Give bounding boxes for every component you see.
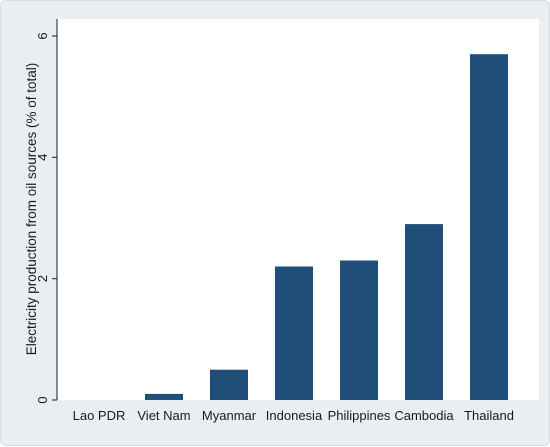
y-tick-label: 4 [35, 154, 50, 161]
x-tick-label: Viet Nam [137, 408, 190, 423]
x-tick-label: Cambodia [394, 408, 454, 423]
y-tick-label: 6 [35, 32, 50, 39]
bars-group [145, 54, 508, 400]
x-tick-label: Indonesia [266, 408, 323, 423]
bar-myanmar [210, 369, 248, 400]
bar-philippines [340, 260, 378, 400]
bar-indonesia [275, 266, 313, 400]
y-axis-title: Electricity production from oil sources … [24, 63, 39, 356]
x-tick-label: Myanmar [202, 408, 257, 423]
bar-thailand [470, 54, 508, 400]
y-tick-label: 0 [35, 396, 50, 403]
x-tick-label: Lao PDR [73, 408, 126, 423]
bar-viet-nam [145, 393, 183, 400]
x-tick-label: Thailand [464, 408, 514, 423]
bar-cambodia [405, 224, 443, 400]
x-tick-label: Philippines [328, 408, 391, 423]
y-axis-ticks: 0 2 4 6 [35, 32, 57, 404]
y-tick-label: 2 [35, 275, 50, 282]
x-axis-labels: Lao PDR Viet Nam Myanmar Indonesia Philippin… [73, 408, 514, 423]
